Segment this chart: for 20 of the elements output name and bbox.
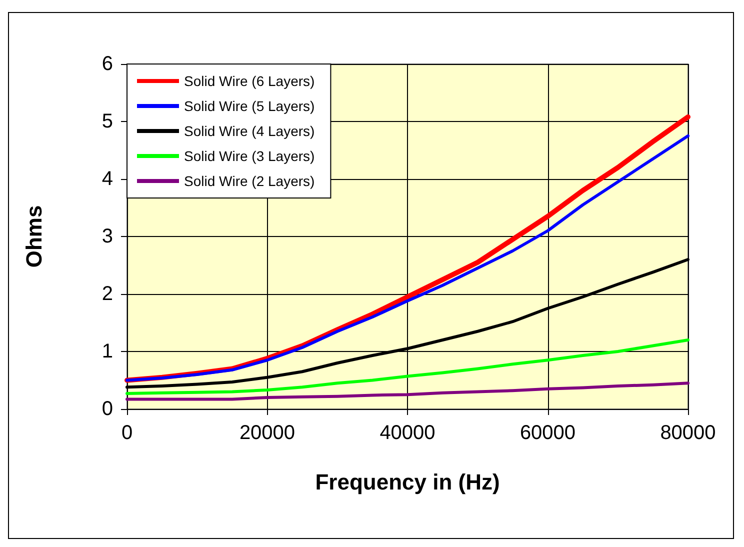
y-tick-label: 1 (102, 340, 113, 362)
y-tick-label: 6 (102, 53, 113, 75)
legend-label: Solid Wire (4 Layers) (184, 123, 315, 139)
legend-label: Solid Wire (6 Layers) (184, 73, 315, 89)
legend-label: Solid Wire (5 Layers) (184, 98, 315, 114)
legend-label: Solid Wire (3 Layers) (184, 148, 315, 164)
y-tick-label: 3 (102, 226, 113, 248)
y-tick-label: 0 (102, 398, 113, 420)
line-series (126, 382, 690, 401)
y-axis-title: Ohms (22, 205, 46, 268)
y-tick-label: 4 (102, 168, 113, 190)
legend-label: Solid Wire (2 Layers) (184, 173, 315, 189)
y-tick-label: 5 (102, 110, 113, 132)
x-tick-label: 0 (121, 422, 133, 444)
y-tick-label: 2 (102, 283, 113, 305)
x-tick-label: 60000 (520, 422, 576, 444)
x-tick-label: 80000 (660, 422, 716, 444)
x-tick-label: 20000 (239, 422, 296, 444)
x-axis-title: Frequency in (Hz) (315, 470, 500, 494)
x-tick-label: 40000 (380, 422, 436, 444)
